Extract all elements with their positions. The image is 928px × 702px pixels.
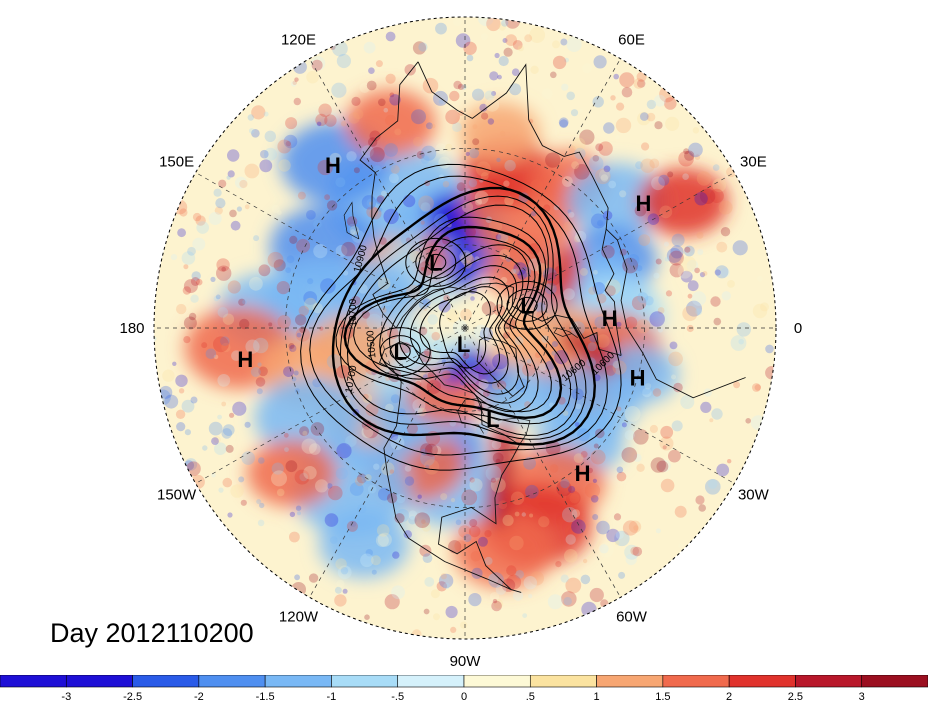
lon-label: 150W [157,487,197,504]
high-pressure-marker: H [325,153,341,178]
colorbar-tick-label: -2 [194,691,204,702]
lon-label: 180 [119,320,144,337]
colorbar-box [728,675,796,688]
colorbar-box [596,675,664,688]
colorbar-tick-label: 3 [859,691,865,702]
lon-label: 120W [279,608,319,625]
colorbar-box [795,675,863,688]
lon-label: 120E [281,32,316,49]
colorbar-tick-label: .5 [526,691,535,702]
colorbar-box [529,675,597,688]
pressure-centers: H H H H H H L L L L L [237,153,651,486]
colorbar-tick-label: -.5 [391,691,404,702]
colorbar-tick-label: -2.5 [123,691,142,702]
longitude-labels: 90E 60E 30E 0 30W 60W 90W 120W 150W 180 150E 120E [119,0,802,670]
colorbar-tick-label: 2.5 [788,691,803,702]
colorbar-box [65,675,133,688]
low-pressure-marker: L [520,293,533,318]
lon-label: 60E [618,32,645,49]
lon-label: 60W [616,608,648,625]
lon-label: 0 [794,320,802,337]
contour-label: 10700 [348,298,359,326]
map-boundary [153,16,777,640]
date-title: Day 2012110200 [50,618,254,648]
contour-label: 10500 [365,329,378,358]
colorbar-box [463,675,531,688]
low-pressure-marker: L [486,407,499,432]
low-pressure-marker: L [457,332,470,357]
lon-label: 90W [450,653,482,670]
colorbar-box [861,675,928,688]
geopotential-contours [300,163,622,471]
colorbar-tick-label: -3 [61,691,71,702]
colorbar: -3 -2.5 -2 -1.5 -1 -.5 0 .5 1 1.5 2 2.5 3 [0,675,928,702]
colorbar-tick-label: 2 [726,691,732,702]
lon-label: 150E [159,154,194,171]
colorbar-box [198,675,266,688]
contour-label: 10700 [344,364,360,394]
high-pressure-marker: H [237,347,253,372]
high-pressure-marker: H [575,461,591,486]
lon-label: 30E [740,154,767,171]
lon-label: 90E [452,0,479,4]
high-pressure-marker: H [630,366,646,391]
colorbar-box [132,675,200,688]
colorbar-box [264,675,332,688]
colorbar-box [0,675,67,688]
high-pressure-marker: H [602,306,618,331]
high-pressure-marker: H [635,191,651,216]
colorbar-tick-label: 1.5 [655,691,670,702]
colorbar-tick-label: 1 [594,691,600,702]
low-pressure-marker: L [429,250,442,275]
colorbar-box [331,675,399,688]
colorbar-box [662,675,730,688]
anomaly-shading [154,17,776,639]
lon-label: 30W [738,487,770,504]
coastlines [343,61,746,593]
low-pressure-marker: L [393,340,406,365]
colorbar-tick-label: -1.5 [256,691,275,702]
colorbar-box [397,675,465,688]
colorbar-tick-label: 0 [461,691,467,702]
colorbar-tick-label: -1 [327,691,337,702]
